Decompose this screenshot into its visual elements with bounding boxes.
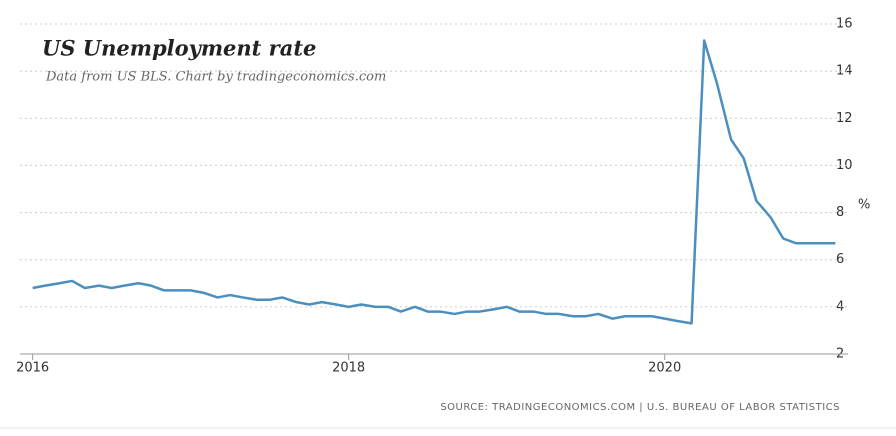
y-tick-label: 14 [836,64,853,79]
x-tick-label: 2018 [332,361,365,376]
x-tick-label: 2020 [648,361,681,376]
chart-subtitle: Data from US BLS. Chart by tradingeconom… [45,70,386,85]
source: SOURCE: TRADINGECONOMICS.COM | U.S. BURE… [440,402,840,413]
y-tick-label: 16 [836,17,853,32]
line-series [32,39,836,325]
y-tick-label: 10 [836,158,853,173]
chart-title: US Unemployment rate [42,36,316,61]
x-tick-label: 2016 [16,361,49,376]
y-axis-label: % [858,198,870,213]
y-tick-label: 12 [836,111,853,126]
